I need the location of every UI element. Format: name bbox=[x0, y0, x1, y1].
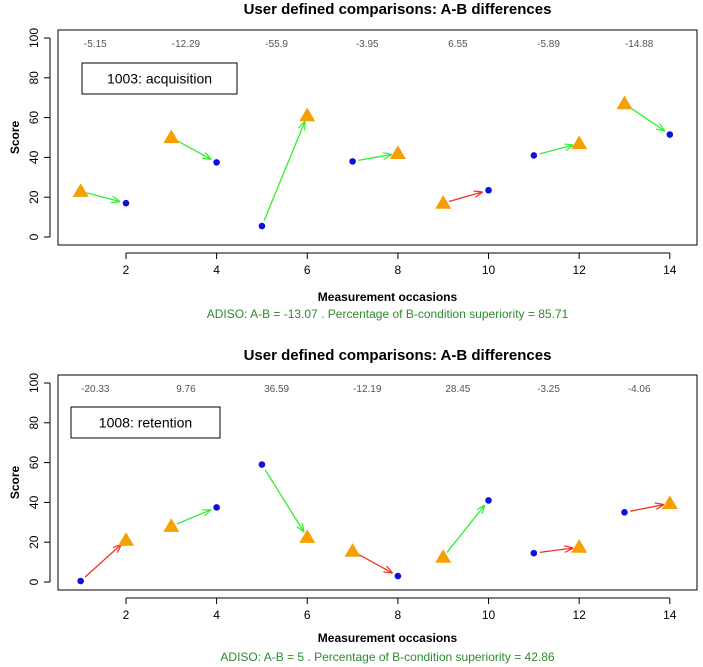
a-condition-marker bbox=[661, 495, 678, 509]
x-tick-label: 4 bbox=[213, 263, 220, 277]
a-condition-marker bbox=[72, 183, 89, 197]
difference-label: 9.76 bbox=[176, 384, 196, 395]
x-tick-label: 10 bbox=[482, 263, 496, 277]
y-tick-label: 100 bbox=[27, 373, 41, 393]
difference-label: -14.88 bbox=[625, 39, 654, 50]
comparison-arrow bbox=[86, 192, 119, 202]
y-tick-label: 80 bbox=[27, 71, 41, 85]
plot-frame bbox=[57, 374, 698, 591]
y-tick-label: 20 bbox=[27, 535, 41, 549]
difference-label: -5.15 bbox=[84, 39, 107, 50]
adiso-caption: ADISO: A-B = 5 . Percentage of B-conditi… bbox=[220, 650, 555, 664]
a-condition-marker bbox=[389, 145, 406, 160]
x-tick-label: 12 bbox=[572, 608, 586, 622]
difference-label: -4.06 bbox=[628, 384, 651, 395]
b-condition-marker bbox=[213, 159, 220, 166]
b-condition-marker bbox=[530, 152, 538, 159]
comparison-arrow bbox=[176, 510, 210, 525]
chart-2: User defined comparisons: A-B difference… bbox=[8, 347, 698, 664]
difference-label: -55.9 bbox=[265, 39, 288, 50]
difference-label: 28.45 bbox=[445, 384, 470, 395]
comparison-arrow bbox=[358, 155, 391, 161]
participant-note-box bbox=[81, 62, 238, 95]
x-tick-label: 8 bbox=[395, 608, 402, 622]
difference-label: -3.25 bbox=[537, 384, 560, 395]
comparison-arrow bbox=[539, 145, 573, 155]
chart-title: User defined comparisons: A-B difference… bbox=[244, 347, 552, 364]
difference-label: 36.59 bbox=[264, 384, 289, 395]
comparison-arrow bbox=[629, 106, 664, 131]
x-tick-label: 8 bbox=[395, 263, 402, 277]
a-condition-marker bbox=[571, 539, 588, 553]
b-condition-marker bbox=[258, 222, 266, 230]
participant-note-box bbox=[70, 406, 221, 439]
a-condition-marker bbox=[163, 129, 180, 144]
a-condition-marker bbox=[117, 532, 134, 546]
y-tick-label: 60 bbox=[27, 111, 41, 125]
x-tick-label: 2 bbox=[123, 608, 130, 622]
b-condition-marker bbox=[213, 504, 220, 511]
a-condition-marker bbox=[344, 543, 361, 557]
comparison-arrow bbox=[446, 506, 484, 553]
x-tick-label: 4 bbox=[213, 608, 220, 622]
difference-label: -3.95 bbox=[356, 39, 379, 50]
x-tick-label: 14 bbox=[663, 263, 677, 277]
chart-1: User defined comparisons: A-B difference… bbox=[8, 1, 698, 321]
comparison-arrow bbox=[176, 139, 211, 159]
x-axis-label: Measurement occasions bbox=[318, 290, 458, 304]
x-tick-label: 6 bbox=[304, 608, 311, 622]
b-condition-marker bbox=[621, 509, 628, 516]
comparison-arrow bbox=[84, 545, 121, 578]
y-tick-label: 20 bbox=[27, 190, 41, 204]
y-tick-label: 60 bbox=[27, 456, 41, 470]
comparison-arrow bbox=[630, 505, 663, 512]
b-condition-marker bbox=[666, 131, 674, 138]
b-condition-marker bbox=[349, 158, 356, 165]
difference-label: -12.19 bbox=[353, 384, 382, 395]
comparison-arrow bbox=[357, 553, 392, 573]
y-tick-label: 40 bbox=[27, 495, 41, 509]
chart-title: User defined comparisons: A-B difference… bbox=[244, 1, 552, 18]
a-condition-marker bbox=[571, 135, 588, 150]
x-tick-label: 14 bbox=[663, 608, 677, 622]
x-tick-label: 6 bbox=[304, 263, 311, 277]
y-tick-label: 0 bbox=[27, 233, 41, 240]
y-axis-label: Score bbox=[8, 466, 22, 500]
a-condition-marker bbox=[435, 549, 452, 563]
participant-note: 1008: retention bbox=[99, 415, 192, 431]
y-tick-label: 80 bbox=[27, 416, 41, 430]
comparison-arrow bbox=[264, 469, 303, 532]
b-condition-marker bbox=[485, 497, 492, 504]
b-condition-marker bbox=[530, 549, 538, 557]
y-axis-label: Score bbox=[8, 121, 22, 155]
a-condition-marker bbox=[435, 195, 452, 209]
comparison-arrow bbox=[448, 192, 482, 203]
x-tick-label: 10 bbox=[482, 608, 496, 622]
b-condition-marker bbox=[485, 186, 492, 194]
participant-note: 1003: acquisition bbox=[107, 71, 212, 87]
y-tick-label: 100 bbox=[27, 28, 41, 48]
x-tick-label: 12 bbox=[572, 263, 586, 277]
comparison-arrow bbox=[539, 548, 572, 554]
a-condition-marker bbox=[299, 529, 316, 543]
plot-frame bbox=[57, 29, 698, 246]
b-condition-marker bbox=[258, 461, 266, 468]
b-condition-marker bbox=[122, 199, 130, 207]
difference-label: -5.89 bbox=[537, 39, 560, 50]
y-tick-label: 40 bbox=[27, 150, 41, 164]
a-condition-marker bbox=[163, 518, 180, 532]
y-tick-label: 0 bbox=[27, 578, 41, 585]
b-condition-marker bbox=[77, 577, 84, 585]
difference-label: 6.55 bbox=[448, 39, 468, 50]
a-condition-marker bbox=[616, 95, 633, 110]
x-axis-label: Measurement occasions bbox=[318, 631, 458, 645]
b-condition-marker bbox=[394, 572, 402, 580]
difference-label: -12.29 bbox=[172, 39, 201, 50]
difference-label: -20.33 bbox=[81, 384, 110, 395]
x-tick-label: 2 bbox=[123, 263, 130, 277]
a-condition-marker bbox=[299, 107, 316, 122]
adiso-caption: ADISO: A-B = -13.07 . Percentage of B-co… bbox=[207, 307, 569, 321]
comparison-arrow bbox=[263, 122, 304, 221]
